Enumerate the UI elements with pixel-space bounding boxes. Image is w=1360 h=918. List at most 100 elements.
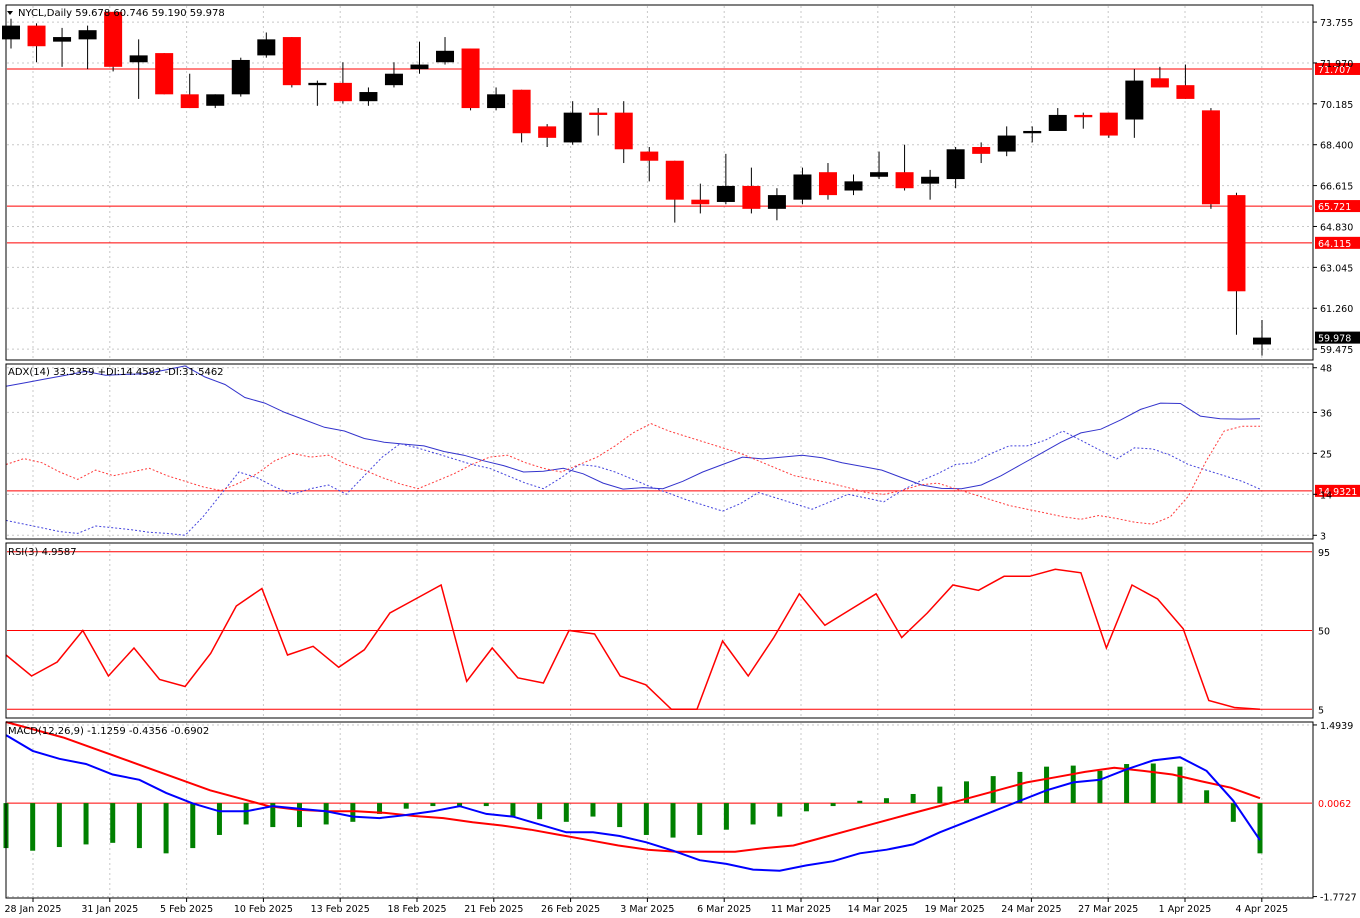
macd-hist-bar <box>1177 766 1183 804</box>
rsi-line <box>5 568 1261 711</box>
collapse-triangle-icon[interactable] <box>7 11 13 15</box>
macd-hist-bar <box>243 803 249 825</box>
candle-body <box>257 39 276 56</box>
y-tick-label: 48 <box>1320 364 1332 375</box>
y-tick-label: 64.830 <box>1320 222 1353 233</box>
macd-hist-bar <box>590 803 596 817</box>
x-tick-label: 13 Feb 2025 <box>311 904 370 915</box>
pane-frame <box>5 721 1314 899</box>
price-level-label-bg <box>1315 236 1360 249</box>
macd-hist-bar <box>350 803 356 822</box>
adx-header: ADX(14) 33.5359 +DI:14.4582 -DI:31.5462 <box>8 367 224 378</box>
candle-body <box>180 94 199 109</box>
x-tick-label: 3 Mar 2025 <box>620 904 674 915</box>
x-tick-label: 31 Jan 2025 <box>81 904 138 915</box>
y-tick-label: 25 <box>1320 449 1332 460</box>
candle-body <box>614 112 633 150</box>
x-tick-label: 14 Mar 2025 <box>848 904 908 915</box>
macd-hist-bar <box>1230 803 1236 822</box>
macd-hist-bar <box>1124 764 1130 804</box>
candle-body <box>1253 337 1271 345</box>
last-price-label-bg <box>1315 331 1360 344</box>
candle-body <box>997 135 1016 152</box>
macd-hist-bar <box>750 803 756 825</box>
candle-body <box>53 37 72 42</box>
candle-body <box>818 172 837 196</box>
last-price-label: 59.978 <box>1318 334 1351 345</box>
macd-hist-bar <box>1204 790 1210 804</box>
price-level-label: 64.115 <box>1318 239 1351 250</box>
candle-body <box>1099 112 1118 136</box>
macd-hist-bar <box>403 803 409 809</box>
macd-hist-bar <box>803 803 809 812</box>
macd-level-label-bg <box>1315 797 1360 810</box>
macd-hist-bar <box>216 803 222 835</box>
candle-body <box>2 25 20 40</box>
candle-body <box>1125 80 1144 120</box>
macd-hist-bar <box>857 800 863 804</box>
y-tick-label: 1.4939 <box>1320 721 1353 732</box>
candle-body <box>512 89 531 134</box>
y-tick-label: 68.400 <box>1320 141 1353 152</box>
macd-hist-bar <box>483 803 489 807</box>
macd-hist-bar <box>510 803 516 817</box>
candle-body <box>155 53 174 95</box>
candle-body <box>844 181 863 191</box>
macd-line <box>5 734 1261 872</box>
macd-hist-bar <box>1257 803 1263 854</box>
macd-hist-bar <box>163 803 169 854</box>
adx-level-label-bg <box>1315 484 1360 497</box>
main-chart-header: NYCL,Daily 59.678 60.746 59.190 59.978 <box>18 8 225 19</box>
pane-frame <box>5 363 1314 540</box>
candle-body <box>231 59 250 95</box>
candle-body <box>1074 114 1093 118</box>
macd-hist-bar <box>83 803 89 845</box>
x-tick-label: 6 Mar 2025 <box>697 904 751 915</box>
candle-body <box>691 199 710 205</box>
candle-body <box>972 147 991 154</box>
macd-hist-bar <box>30 803 36 851</box>
adx-line <box>5 365 1261 490</box>
macd-hist-bar <box>1097 770 1103 804</box>
candle-body <box>1048 114 1067 131</box>
x-tick-label: 5 Feb 2025 <box>160 904 213 915</box>
x-tick-label: 19 Mar 2025 <box>924 904 984 915</box>
x-tick-label: 28 Jan 2025 <box>5 904 62 915</box>
y-tick-label: 63.045 <box>1320 263 1353 274</box>
y-tick-label: 61.260 <box>1320 304 1353 315</box>
macd-hist-bar <box>830 803 836 807</box>
macd-hist-bar <box>723 803 729 830</box>
macd-hist-bar <box>697 803 703 835</box>
candle-body <box>640 151 659 161</box>
macd-hist-bar <box>323 803 329 825</box>
candle-body <box>410 64 429 70</box>
macd-hist-bar <box>777 803 783 817</box>
y-tick-label: 59.475 <box>1320 345 1353 356</box>
candle-body <box>308 82 327 86</box>
adx-level-label: 14.9321 <box>1318 487 1357 498</box>
macd-hist-bar <box>1150 763 1156 804</box>
macd-hist-bar <box>377 803 383 814</box>
candle-body <box>793 174 812 200</box>
candle-body <box>129 55 148 63</box>
rsi-header: RSI(3) 4.9587 <box>8 547 77 558</box>
candle-body <box>767 195 786 209</box>
candle-body <box>538 126 557 138</box>
y-tick-label: 14 <box>1320 490 1332 501</box>
price-level-label-bg <box>1315 200 1360 213</box>
macd-hist-bar <box>643 803 649 835</box>
macd-hist-bar <box>670 803 676 838</box>
macd-hist-bar <box>883 798 889 804</box>
candle-body <box>1201 110 1220 205</box>
y-tick-label: 3 <box>1320 531 1326 542</box>
macd-hist-bar <box>110 803 116 843</box>
macd-hist-bar <box>1017 771 1023 804</box>
candle-body <box>870 172 889 177</box>
macd-hist-bar <box>910 793 916 804</box>
candle-body <box>946 149 965 180</box>
candle-body <box>563 112 582 143</box>
x-tick-label: 24 Mar 2025 <box>1001 904 1061 915</box>
x-tick-label: 18 Feb 2025 <box>387 904 446 915</box>
candle-body <box>742 185 761 209</box>
